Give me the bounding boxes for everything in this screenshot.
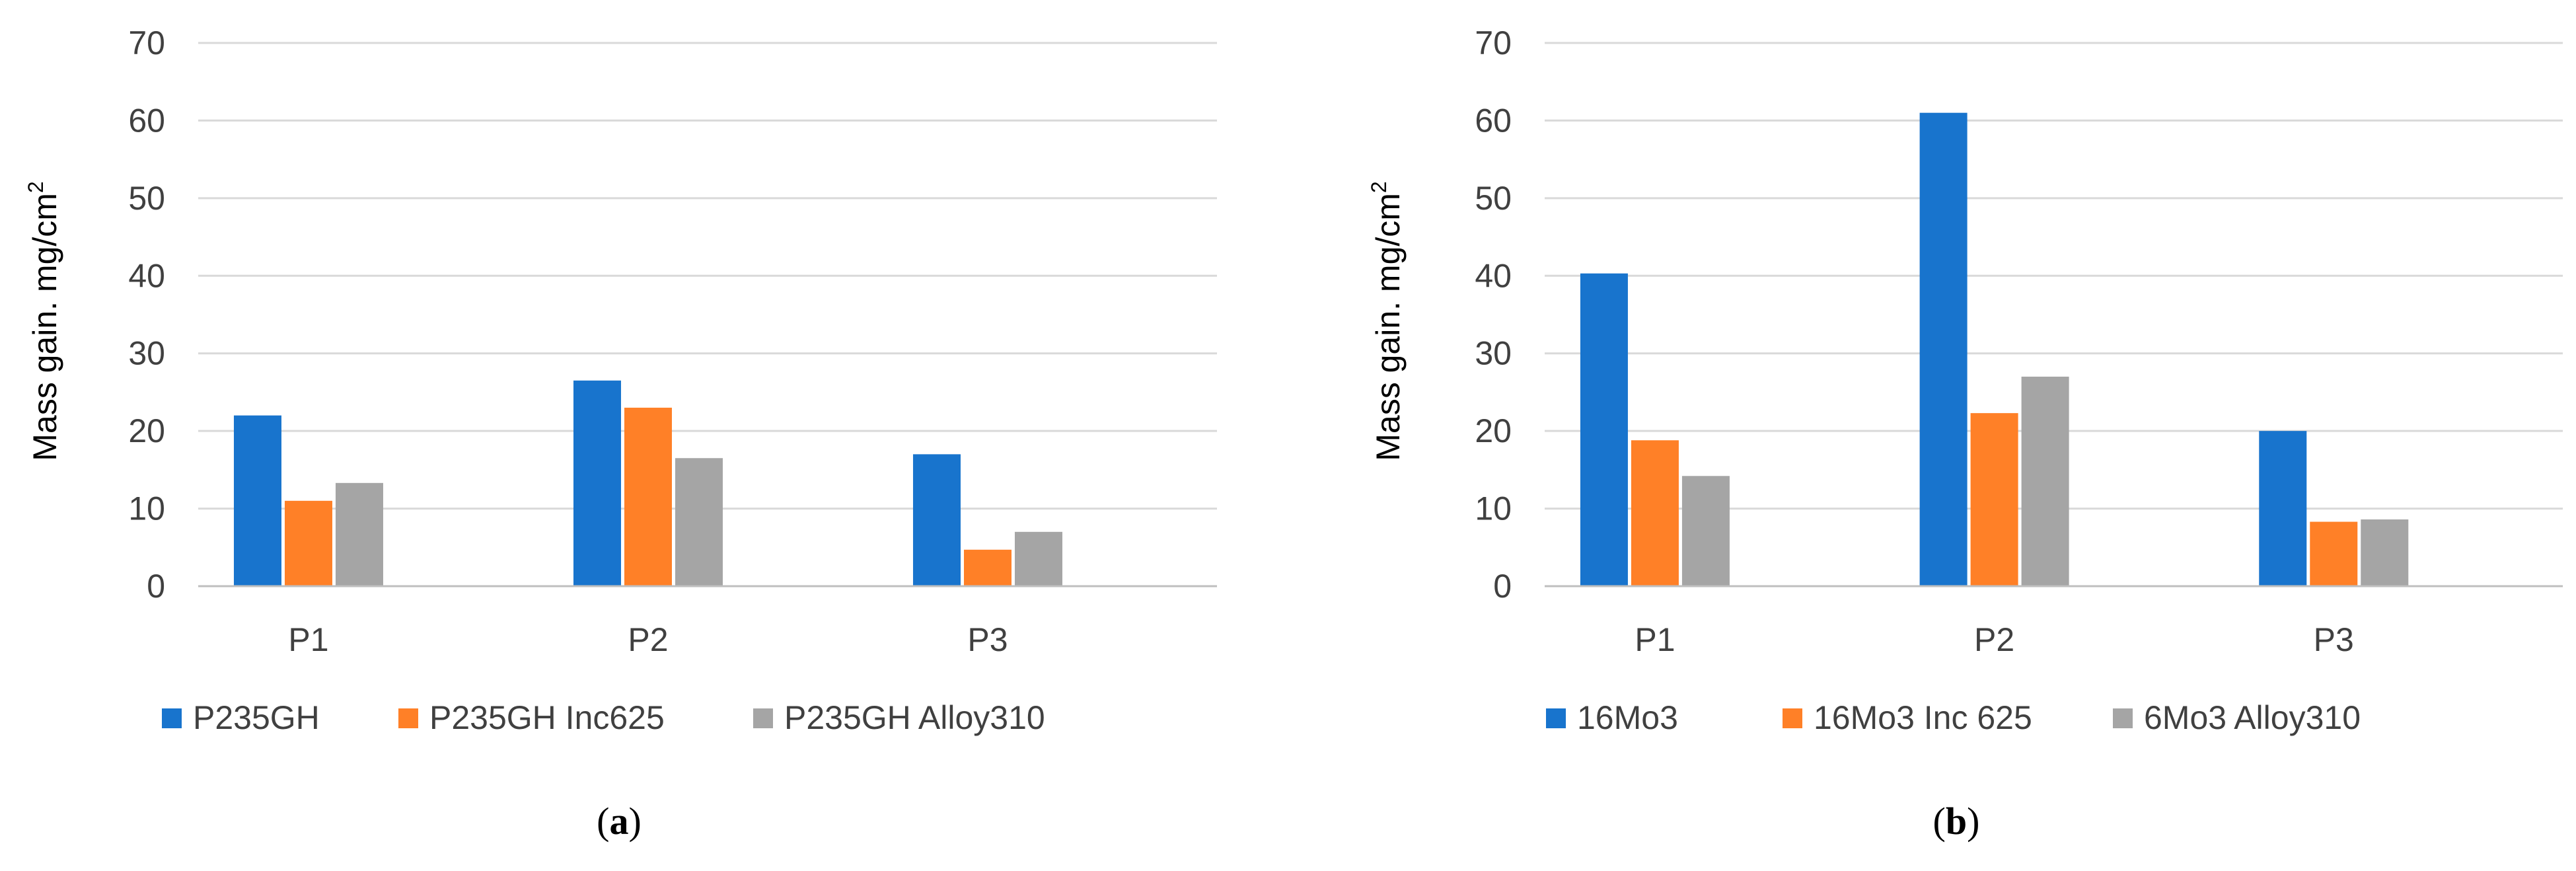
caption-letter: b bbox=[1946, 800, 1967, 843]
legend-swatch bbox=[1783, 708, 1802, 728]
bar-P1-series-1 bbox=[233, 415, 281, 586]
y-tick-label: 40 bbox=[128, 257, 165, 294]
legend-swatch bbox=[2113, 708, 2133, 728]
y-axis-label: Mass gain. mg/cm2 bbox=[24, 181, 63, 461]
bar-P2-series-1 bbox=[573, 380, 621, 586]
y-tick-label: 10 bbox=[1475, 490, 1512, 527]
bar-P1-series-2 bbox=[1631, 440, 1679, 586]
bar-P3-series-1 bbox=[2259, 431, 2307, 586]
chart-panel-a: 0 10 20 30 40 50 60 70 P1 P2 P3 Mass gain. mg/cm2 P2… bbox=[24, 24, 1217, 843]
caption-close: ) bbox=[629, 800, 642, 843]
x-category-label: P1 bbox=[1635, 621, 1675, 658]
bar-P3-series-1 bbox=[912, 454, 961, 586]
caption-close: ) bbox=[1967, 800, 1979, 843]
x-category-label: P2 bbox=[1974, 621, 2014, 658]
caption-letter: a bbox=[610, 800, 629, 843]
y-tick-label: 60 bbox=[1475, 102, 1512, 139]
y-tick-label: 70 bbox=[128, 24, 165, 61]
legend: P235GH P235GH Inc625 P235GH Alloy310 bbox=[162, 699, 1045, 736]
y-tick-label: 10 bbox=[128, 490, 165, 527]
bar-P3-series-2 bbox=[963, 549, 1012, 586]
panel-caption: (b) bbox=[1933, 800, 1980, 843]
legend-swatch bbox=[1546, 708, 1566, 728]
legend-label: 6Mo3 Alloy310 bbox=[2144, 699, 2361, 736]
bar-P3-series-2 bbox=[2310, 521, 2358, 586]
y-tick-label: 70 bbox=[1475, 24, 1512, 61]
legend-label: P235GH bbox=[193, 699, 320, 736]
legend-swatch bbox=[162, 708, 182, 728]
x-category-label: P3 bbox=[2314, 621, 2354, 658]
bar-P1-series-2 bbox=[284, 500, 332, 586]
y-axis-label-main: Mass gain. mg/cm bbox=[26, 193, 63, 461]
y-tick-label: 30 bbox=[128, 335, 165, 372]
legend: 16Mo3 16Mo3 Inc 625 6Mo3 Alloy310 bbox=[1546, 699, 2361, 736]
y-tick-label: 60 bbox=[128, 102, 165, 139]
legend-swatch bbox=[753, 708, 773, 728]
legend-label: P235GH Inc625 bbox=[429, 699, 665, 736]
legend-swatch bbox=[398, 708, 418, 728]
bar-P1-series-3 bbox=[1681, 476, 1730, 586]
y-tick-label: 20 bbox=[128, 412, 165, 449]
x-category-label: P3 bbox=[967, 621, 1008, 658]
bar-P2-series-1 bbox=[1919, 112, 1968, 586]
caption-open: ( bbox=[1933, 800, 1946, 843]
y-tick-label: 40 bbox=[1475, 257, 1512, 294]
y-tick-label: 0 bbox=[147, 568, 165, 605]
y-axis-label: Mass gain. mg/cm2 bbox=[1367, 181, 1407, 461]
x-category-label: P2 bbox=[628, 621, 668, 658]
bar-P3-series-3 bbox=[1014, 531, 1062, 586]
bar-P2-series-3 bbox=[675, 458, 723, 586]
y-axis-label-superscript: 2 bbox=[24, 181, 48, 193]
y-tick-label: 20 bbox=[1475, 412, 1512, 449]
y-tick-label: 50 bbox=[128, 180, 165, 217]
legend-label: P235GH Alloy310 bbox=[784, 699, 1045, 736]
legend-label: 16Mo3 bbox=[1577, 699, 1678, 736]
bar-P2-series-2 bbox=[1970, 413, 2018, 586]
chart-panel-b: 0 10 20 30 40 50 60 70 P1 P2 P3 Mass gain. mg/cm2 16… bbox=[1367, 24, 2563, 843]
y-axis-label-superscript: 2 bbox=[1367, 181, 1391, 193]
bar-P2-series-2 bbox=[624, 407, 672, 586]
bar-P1-series-1 bbox=[1580, 273, 1628, 586]
legend-label: 16Mo3 Inc 625 bbox=[1814, 699, 2032, 736]
bar-P1-series-3 bbox=[335, 482, 383, 586]
bar-P2-series-3 bbox=[2021, 376, 2069, 586]
y-axis-label-main: Mass gain. mg/cm bbox=[1370, 193, 1407, 461]
y-tick-label: 0 bbox=[1493, 568, 1512, 605]
y-tick-label: 50 bbox=[1475, 180, 1512, 217]
bar-P3-series-3 bbox=[2361, 519, 2409, 586]
x-category-label: P1 bbox=[288, 621, 328, 658]
caption-open: ( bbox=[597, 800, 609, 843]
panel-caption: (a) bbox=[597, 800, 642, 843]
y-tick-label: 30 bbox=[1475, 335, 1512, 372]
